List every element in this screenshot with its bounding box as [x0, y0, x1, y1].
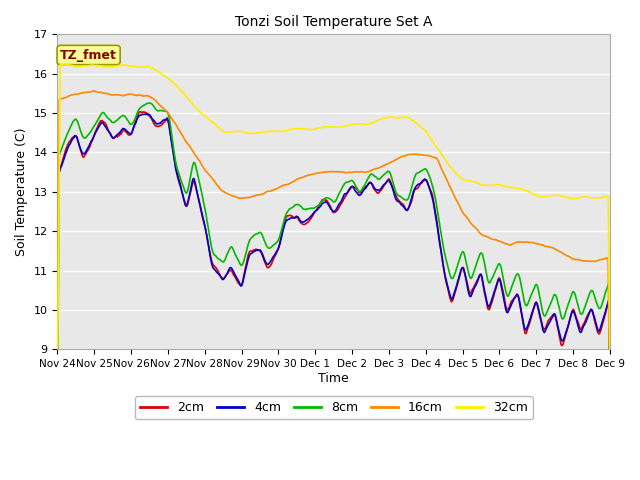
- 4cm: [141, 111, 149, 117]
- 8cm: [54, 428, 61, 434]
- 2cm: [54, 351, 61, 357]
- 4cm: [54, 350, 61, 356]
- 32cm: [305, 127, 312, 132]
- 16cm: [152, 98, 160, 104]
- 2cm: [196, 205, 204, 211]
- 32cm: [606, 362, 614, 368]
- 4cm: [424, 180, 431, 186]
- 8cm: [152, 107, 160, 113]
- Text: TZ_fmet: TZ_fmet: [60, 48, 117, 61]
- 8cm: [470, 267, 478, 273]
- 4cm: [305, 216, 312, 222]
- 8cm: [305, 206, 312, 212]
- Y-axis label: Soil Temperature (C): Soil Temperature (C): [15, 128, 28, 256]
- 4cm: [606, 431, 614, 436]
- 16cm: [424, 153, 431, 158]
- 2cm: [152, 123, 160, 129]
- Line: 32cm: 32cm: [58, 65, 610, 384]
- Title: Tonzi Soil Temperature Set A: Tonzi Soil Temperature Set A: [235, 15, 433, 29]
- 32cm: [470, 179, 478, 185]
- 8cm: [424, 168, 431, 174]
- 32cm: [196, 109, 204, 115]
- Line: 2cm: 2cm: [58, 112, 610, 433]
- 4cm: [380, 182, 388, 188]
- 32cm: [152, 68, 160, 73]
- 16cm: [305, 172, 312, 178]
- Line: 8cm: 8cm: [58, 103, 610, 431]
- 16cm: [380, 162, 388, 168]
- 32cm: [380, 116, 388, 121]
- 4cm: [152, 120, 160, 126]
- 16cm: [470, 224, 478, 229]
- Legend: 2cm, 4cm, 8cm, 16cm, 32cm: 2cm, 4cm, 8cm, 16cm, 32cm: [134, 396, 533, 420]
- 2cm: [606, 430, 614, 436]
- 2cm: [140, 109, 147, 115]
- 32cm: [58, 62, 66, 68]
- X-axis label: Time: Time: [318, 372, 349, 385]
- 16cm: [54, 338, 61, 344]
- 2cm: [424, 179, 431, 185]
- 2cm: [470, 283, 478, 289]
- 2cm: [380, 183, 388, 189]
- 2cm: [305, 219, 312, 225]
- 16cm: [606, 433, 614, 439]
- 8cm: [146, 100, 154, 106]
- 32cm: [54, 382, 61, 387]
- 16cm: [196, 159, 204, 165]
- 8cm: [196, 183, 204, 189]
- Line: 4cm: 4cm: [58, 114, 610, 433]
- 16cm: [90, 88, 98, 94]
- 32cm: [424, 131, 431, 136]
- Line: 16cm: 16cm: [58, 91, 610, 436]
- 4cm: [470, 285, 478, 290]
- 4cm: [196, 204, 204, 209]
- 8cm: [606, 384, 614, 390]
- 8cm: [380, 172, 388, 178]
